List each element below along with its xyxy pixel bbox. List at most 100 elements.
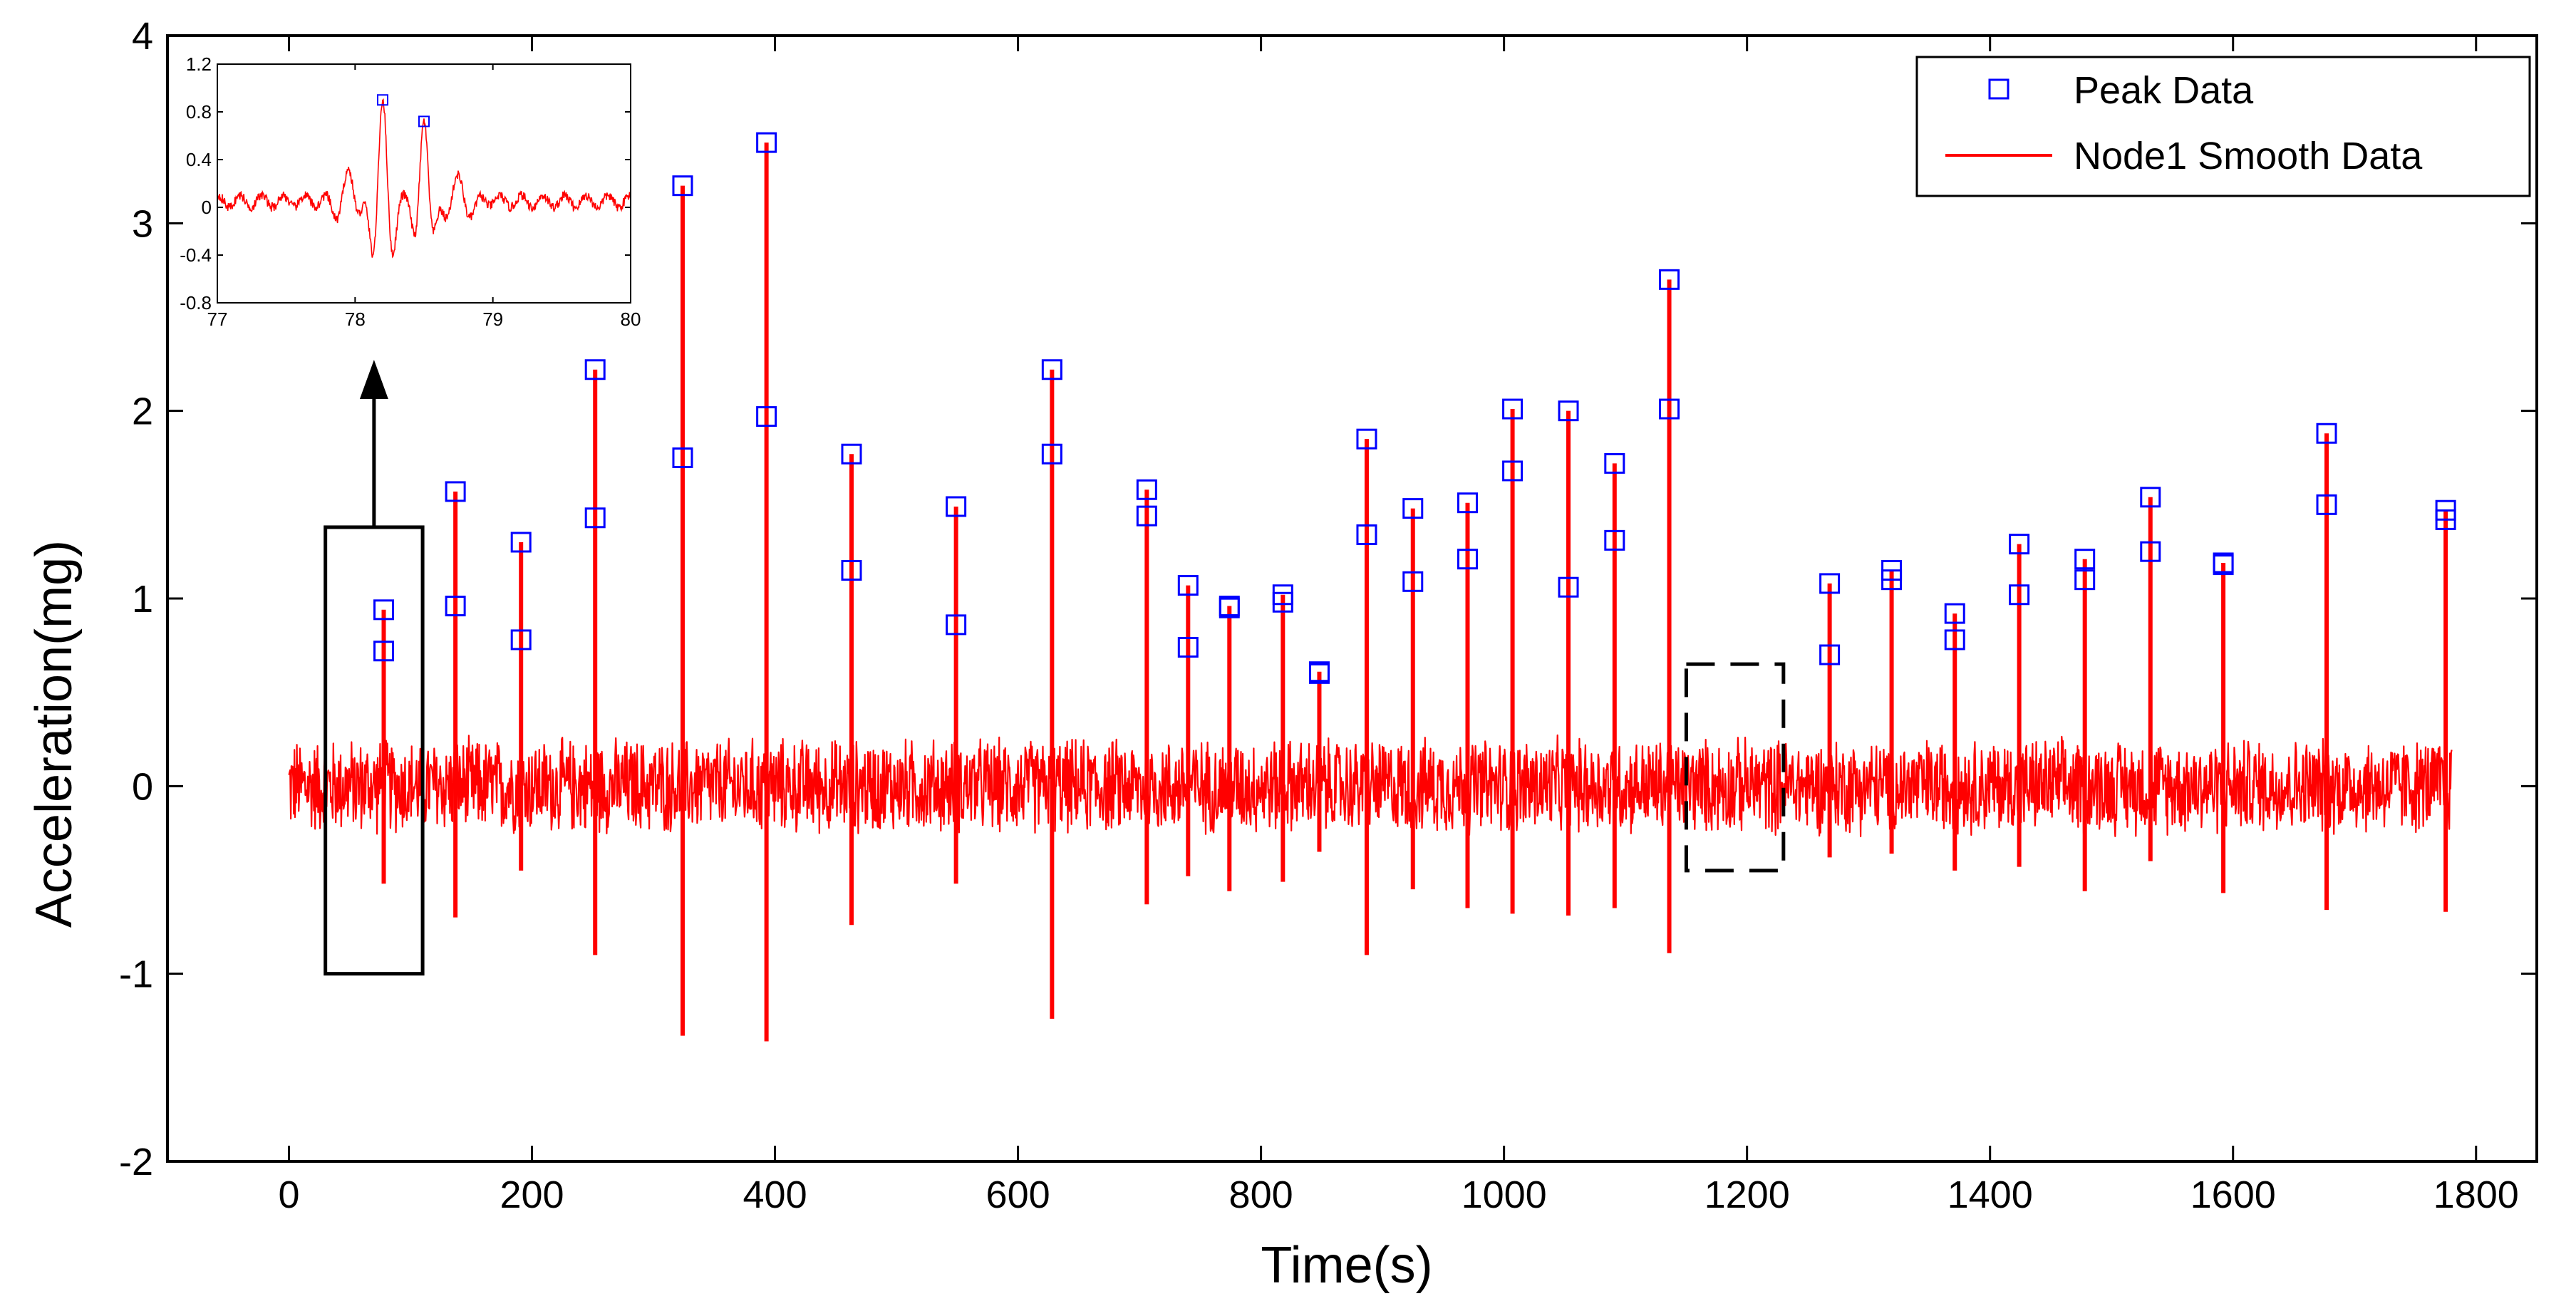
- x-tick-label: 0: [278, 1173, 299, 1216]
- peak-marker: [1819, 644, 1841, 665]
- peak-marker: [1944, 629, 1965, 651]
- x-tick-label: 1400: [1947, 1173, 2033, 1216]
- peak-marker: [445, 481, 466, 502]
- peak-marker: [1219, 597, 1240, 618]
- plot-frame: [166, 34, 2538, 1163]
- main-axis-ticks: [167, 34, 2537, 1163]
- peak-marker: [1402, 571, 1424, 592]
- peak-marker: [1604, 529, 1625, 551]
- peak-marker: [584, 359, 606, 380]
- peak-marker: [2074, 549, 2096, 570]
- x-tick-label: 1200: [1705, 1173, 1790, 1216]
- peak-marker: [373, 599, 395, 621]
- peak-marker: [2316, 423, 2337, 444]
- inset-trace: [217, 98, 631, 259]
- node1-smooth-series: [288, 142, 2453, 1042]
- peak-marker: [1457, 549, 1478, 570]
- peak-marker: [510, 629, 532, 651]
- x-tick-label: 800: [1229, 1173, 1293, 1216]
- peak-marker: [1659, 269, 1680, 290]
- x-tick-label: 1800: [2433, 1173, 2519, 1216]
- peak-marker: [841, 443, 862, 465]
- x-tick-label: 1600: [2190, 1173, 2276, 1216]
- peak-marker: [1136, 479, 1157, 500]
- peak-marker: [584, 507, 606, 529]
- legend-box: [1915, 56, 2531, 197]
- inset-chart: 77 78 79 80 -0.8 -0.4 0 0.4 0.8 1.2: [180, 53, 641, 330]
- peak-marker: [1177, 636, 1199, 658]
- peak-marker: [2316, 494, 2337, 515]
- inset-y-tick-label: 0: [202, 197, 212, 218]
- peak-marker: [2435, 509, 2456, 530]
- peak-marker: [672, 447, 693, 468]
- y-tick-label: -2: [119, 1141, 153, 1183]
- inset-series: [217, 94, 631, 259]
- peak-marker: [2009, 584, 2030, 606]
- inset-y-tick-label: -0.8: [180, 292, 212, 314]
- y-tick-label: -1: [119, 953, 153, 996]
- peak-marker: [1819, 573, 1841, 594]
- peak-marker: [1558, 576, 1579, 598]
- zoom-box: [324, 525, 425, 976]
- peak-marker: [445, 596, 466, 617]
- peak-marker: [2140, 541, 2161, 562]
- inset-background: [217, 64, 631, 303]
- y-axis-title: Acceleration(mg): [26, 540, 83, 928]
- peak-marker: [1659, 398, 1680, 420]
- inset-frame: [217, 63, 631, 304]
- peak-marker: [1558, 400, 1579, 422]
- x-tick-label: 600: [986, 1173, 1050, 1216]
- peak-marker: [1502, 398, 1524, 420]
- inset-x-tick-label: 80: [621, 309, 641, 330]
- inset-x-tick-label: 78: [345, 309, 366, 330]
- peak-marker: [841, 560, 862, 581]
- y-tick-label: 0: [132, 765, 153, 808]
- peak-marker: [672, 175, 693, 197]
- peak-marker: [2140, 487, 2161, 508]
- y-tick-label: 2: [132, 390, 153, 433]
- peak-marker: [1177, 575, 1199, 596]
- legend-label-peak-data: Peak Data: [2074, 69, 2254, 112]
- peak-marker: [2213, 554, 2234, 576]
- zoom-arrow-head: [359, 360, 388, 399]
- peak-data-series: [373, 132, 2456, 684]
- inset-y-tick-label: 1.2: [186, 53, 212, 75]
- x-tick-label: 400: [743, 1173, 807, 1216]
- peak-marker: [373, 641, 395, 662]
- inset-x-tick-label: 79: [482, 309, 503, 330]
- peak-marker: [1881, 569, 1903, 591]
- dashed-box: [1684, 662, 1786, 873]
- peak-marker: [1041, 443, 1062, 465]
- inset-x-tick-label: 77: [207, 309, 228, 330]
- peak-marker: [1604, 452, 1625, 474]
- peak-marker: [756, 406, 777, 428]
- inset-axis-labels: 77 78 79 80 -0.8 -0.4 0 0.4 0.8 1.2: [180, 53, 641, 330]
- main-axis-labels: 0 200 400 600 800 1000 1200 1400 1600 1800-2-1012…: [119, 15, 2519, 1216]
- peak-marker: [1356, 524, 1377, 545]
- y-tick-label: 3: [132, 202, 153, 245]
- noise-trace: [288, 734, 2453, 838]
- inset-y-tick-label: -0.4: [180, 244, 212, 266]
- peak-marker: [756, 132, 777, 153]
- x-tick-label: 200: [500, 1173, 564, 1216]
- peak-marker: [2009, 534, 2030, 555]
- legend: Peak Data Node1 Smooth Data: [1915, 56, 2531, 197]
- peak-marker: [1502, 460, 1524, 482]
- inset-y-tick-label: 0.8: [186, 101, 212, 123]
- peak-marker: [510, 532, 532, 553]
- peak-marker: [1272, 591, 1293, 613]
- peak-marker: [1402, 498, 1424, 519]
- x-axis-title: Time(s): [1261, 1237, 1432, 1294]
- annotations: [324, 360, 1786, 976]
- peak-marker: [1041, 359, 1062, 380]
- legend-marker-peak-data: [1988, 78, 2009, 100]
- peak-marker: [946, 614, 967, 636]
- legend-label-node1-smooth-data: Node1 Smooth Data: [2074, 135, 2423, 177]
- x-tick-label: 1000: [1462, 1173, 1547, 1216]
- y-tick-label: 4: [132, 15, 153, 58]
- inset-peak-marker: [418, 115, 430, 128]
- peak-marker: [1944, 603, 1965, 624]
- peak-marker: [946, 496, 967, 517]
- peak-marker: [1308, 663, 1330, 684]
